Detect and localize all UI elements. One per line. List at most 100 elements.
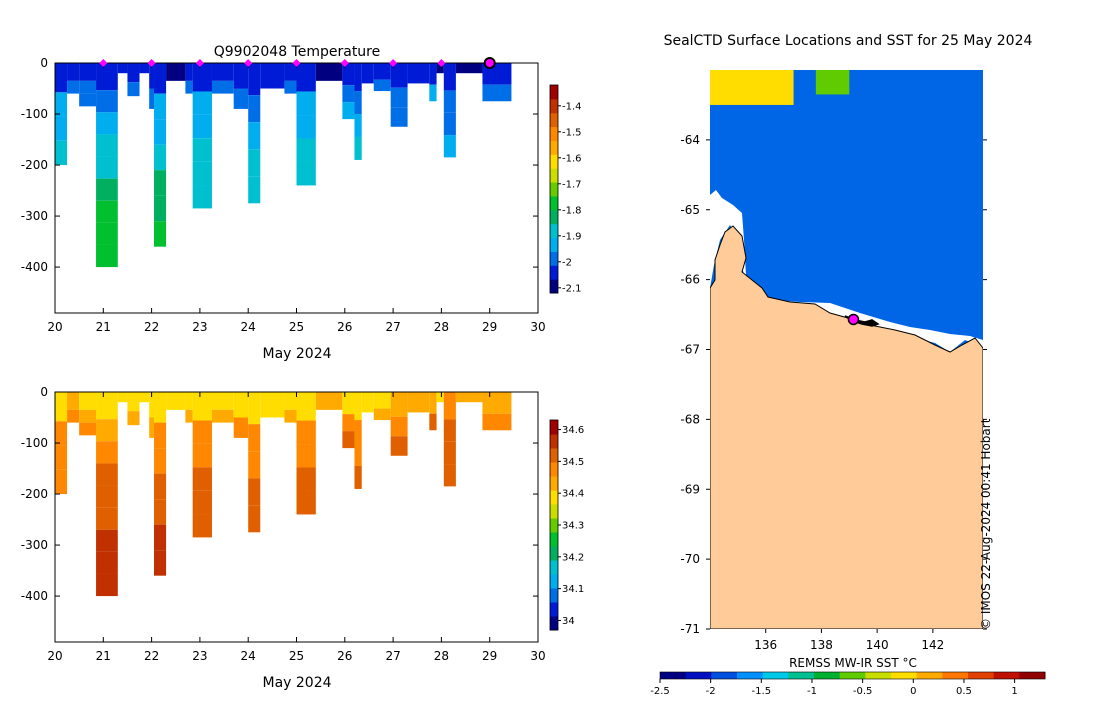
profile-cell — [185, 80, 193, 94]
colorbar-tick-label: -2 — [562, 257, 572, 268]
sst-colorbar-tick-label: 0.5 — [956, 686, 972, 697]
profile-cell — [79, 93, 97, 107]
profile-cell — [342, 431, 355, 449]
profile-cell — [149, 63, 155, 89]
x-tick-label: 21 — [96, 320, 111, 334]
profile-cell — [154, 499, 167, 525]
profile-cell — [248, 149, 261, 177]
profile-cell — [96, 156, 118, 179]
sst-colorbar-label: REMSS MW-IR SST °C — [789, 656, 917, 670]
profile-cell — [361, 392, 374, 413]
colorbar-segment — [550, 182, 558, 197]
lon-tick-label: 138 — [810, 638, 833, 652]
profile-cell — [55, 445, 68, 470]
lat-tick-label: -65 — [680, 203, 700, 217]
profile-cell — [192, 467, 212, 491]
lat-tick-label: -64 — [680, 133, 700, 147]
profile-cell — [361, 63, 374, 84]
profile-cell — [233, 63, 249, 89]
profile-cell — [154, 93, 167, 120]
x-tick-label: 28 — [434, 320, 449, 334]
day-marker — [147, 59, 156, 67]
profile-cell — [354, 136, 362, 160]
colorbar-segment — [550, 434, 558, 449]
lat-tick-label: -68 — [680, 412, 700, 426]
colorbar-segment — [550, 195, 558, 211]
profile-cell — [79, 392, 97, 410]
profile-cell — [354, 465, 362, 489]
sst-colorbar-segment — [942, 672, 969, 679]
x-tick-label: 25 — [289, 320, 304, 334]
profile-cell — [436, 392, 444, 403]
x-tick-label: 29 — [482, 649, 497, 663]
y-tick-label: 0 — [40, 385, 48, 399]
colorbar-tick-label: 34.1 — [562, 584, 584, 595]
sst-colorbar-segment — [737, 672, 764, 679]
profile-cell — [192, 114, 212, 139]
sst-colorbar-segment — [762, 672, 789, 679]
colorbar-segment — [550, 546, 558, 561]
y-tick-label: -400 — [21, 260, 48, 274]
profile-cell — [127, 411, 140, 426]
x-tick-label: 30 — [530, 320, 545, 334]
profile-cell — [211, 409, 234, 423]
profile-cell — [96, 507, 118, 530]
colorbar-segment — [550, 476, 558, 491]
salinity-cells — [55, 392, 512, 597]
profile-cell — [373, 392, 391, 409]
profile-cell — [429, 392, 437, 414]
profile-cell — [248, 122, 261, 150]
colorbar-segment — [550, 602, 558, 617]
colorbar-segment — [550, 126, 558, 141]
profile-cell — [192, 420, 212, 444]
colorbar-tick-label: 34.2 — [562, 552, 584, 563]
colorbar-tick-label: -1.5 — [562, 127, 582, 138]
colorbar-tick-label: -1.9 — [562, 231, 582, 242]
colorbar-segment — [550, 574, 558, 589]
profile-cell — [96, 63, 118, 91]
profile-cell — [390, 87, 408, 108]
y-tick-label: -300 — [21, 538, 48, 552]
sst-colorbar-segment — [685, 672, 712, 679]
profile-cell — [154, 195, 167, 222]
profile-cell — [342, 414, 355, 432]
x-tick-label: 22 — [144, 320, 159, 334]
profile-cell — [79, 422, 97, 436]
profile-cell — [354, 420, 362, 444]
profile-cell — [373, 79, 391, 92]
profile-cell — [296, 138, 316, 162]
x-tick-label: 23 — [192, 320, 207, 334]
colorbar-segment — [550, 462, 558, 477]
colorbar-tick-label: -1.7 — [562, 179, 582, 190]
x-tick-label: 20 — [47, 320, 62, 334]
temperature-day-markers — [99, 57, 496, 69]
profile-cell — [96, 90, 118, 113]
profile-cell — [248, 63, 261, 96]
profile-cell — [55, 469, 68, 495]
sst-colorbar-tick-label: 1 — [1011, 686, 1017, 697]
profile-cell — [154, 119, 167, 145]
profile-cell — [342, 102, 355, 120]
lat-tick-label: -70 — [680, 552, 700, 566]
profile-cell — [192, 185, 212, 209]
profile-cell — [55, 421, 68, 446]
profile-cell — [248, 451, 261, 479]
profile-cell — [315, 392, 343, 410]
profile-cell — [154, 473, 167, 500]
profile-cell — [149, 392, 155, 418]
salinity-colorbar: 34.6 34.5 34.4 34.3 34.2 34.1 34 — [549, 419, 584, 631]
colorbar-segment — [550, 140, 558, 155]
x-tick-label: 24 — [241, 649, 256, 663]
profile-cell — [192, 392, 212, 421]
sst-colorbar-segment — [891, 672, 918, 679]
profile-cell — [443, 112, 456, 136]
lat-tick-label: -71 — [680, 622, 700, 636]
x-tick-label: 27 — [385, 649, 400, 663]
profile-cell — [154, 448, 167, 474]
lon-tick-label: 142 — [921, 638, 944, 652]
temperature-chart: Q9902048 Temperature 20 21 22 23 24 25 26 27 28 2… — [21, 44, 582, 362]
profile-cell — [390, 63, 408, 88]
colorbar-segment — [550, 237, 558, 252]
map-title: SealCTD Surface Locations and SST for 25… — [664, 33, 1033, 49]
temperature-colorbar: -1.4 -1.5 -1.6 -1.7 -1.8 -1.9 -2 -2.1 — [549, 84, 582, 294]
